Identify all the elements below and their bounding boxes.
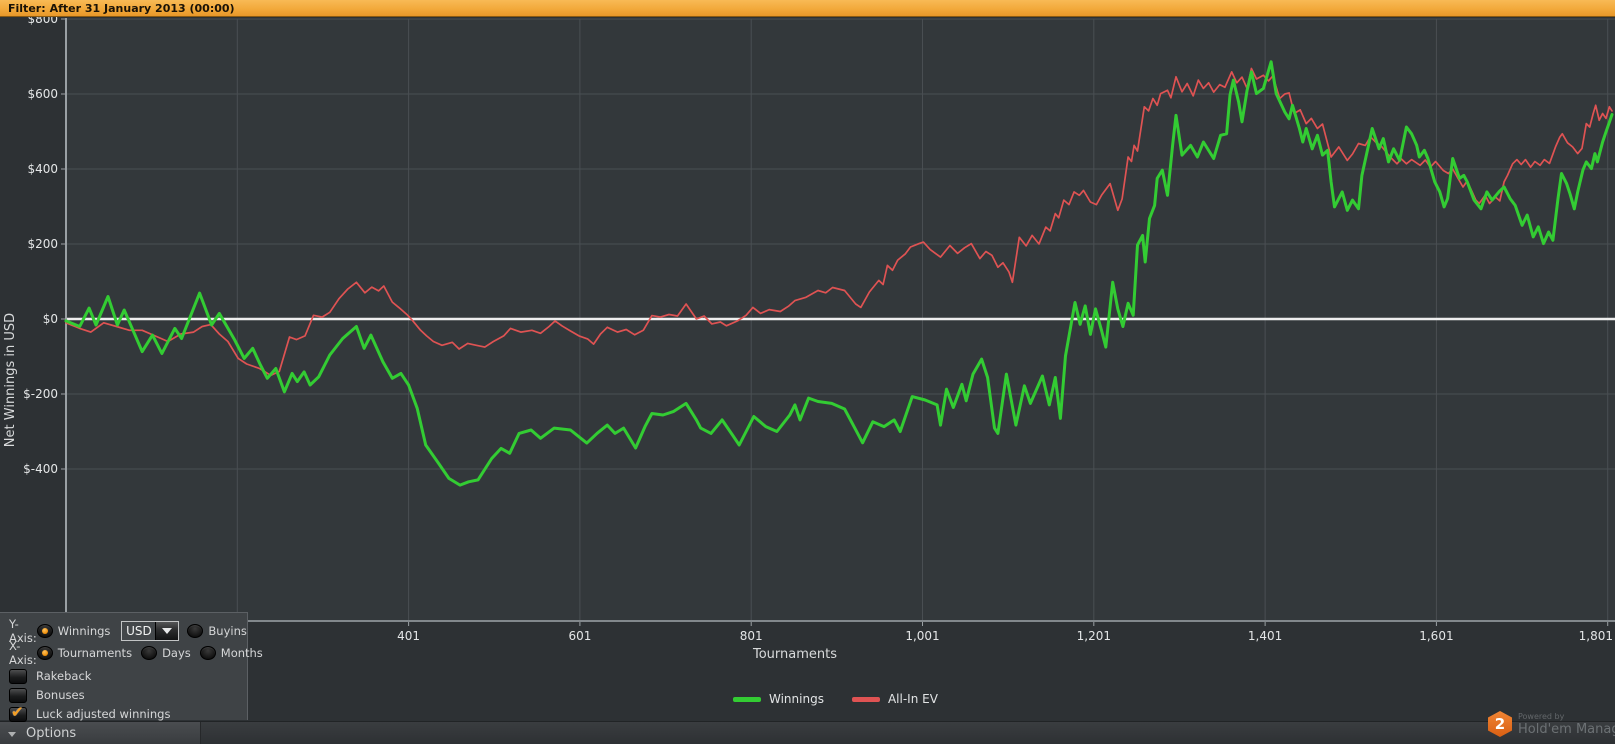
luck-adjusted-checkbox[interactable]	[9, 703, 27, 722]
legend-item-winnings: Winnings	[733, 692, 824, 706]
bonuses-row: Bonuses	[9, 687, 247, 703]
y-axis-title: Net Winnings in USD	[3, 313, 18, 447]
holdem-manager-brand: 2 Powered by Hold'em Manager	[1488, 711, 1615, 737]
bonuses-checkbox[interactable]	[9, 687, 27, 703]
y-axis-buyins-label: Buyins	[208, 624, 247, 638]
rakeback-label: Rakeback	[36, 669, 92, 683]
y-tick-label: $-400	[23, 462, 58, 476]
y-axis-label: Y-Axis:	[9, 617, 37, 645]
x-axis-label: X-Axis:	[9, 639, 37, 667]
filter-value: After 31 January 2013 (00:00)	[49, 1, 235, 15]
allin-ev-line	[65, 67, 1613, 377]
rakeback-checkbox[interactable]	[9, 668, 27, 684]
y-axis-winnings-radio[interactable]	[36, 624, 53, 638]
y-tick-label: $600	[27, 87, 58, 101]
x-tick-label: 1,401	[1248, 629, 1282, 643]
x-axis-months-label: Months	[220, 646, 263, 660]
x-axis-months-radio[interactable]	[199, 646, 216, 660]
options-button-label: Options	[26, 725, 77, 741]
luck-adjusted-row: Luck adjusted winnings	[9, 703, 247, 722]
bottom-bar: Options	[0, 721, 1615, 744]
legend-winnings-label: Winnings	[769, 692, 824, 706]
x-tick-label: 1,201	[1077, 629, 1111, 643]
legend-item-allin-ev: All-In EV	[851, 692, 938, 706]
x-tick-label: 1,001	[905, 629, 939, 643]
y-tick-label: $800	[27, 17, 58, 26]
currency-value: USD	[126, 624, 152, 638]
y-axis-buyins-radio[interactable]	[187, 624, 204, 638]
filter-bar: Filter: After 31 January 2013 (00:00)	[0, 0, 1615, 17]
powered-by-text: Powered by	[1518, 711, 1565, 721]
x-axis-tournaments-radio[interactable]	[36, 646, 53, 660]
x-tick-label: 1,601	[1419, 629, 1453, 643]
currency-dropdown-button[interactable]	[155, 622, 179, 640]
currency-dropdown[interactable]: USD	[121, 621, 180, 641]
x-axis-days-radio[interactable]	[141, 646, 158, 660]
options-button[interactable]: Options	[0, 722, 201, 744]
chevron-down-icon	[8, 731, 16, 737]
x-axis-days-label: Days	[162, 646, 191, 660]
x-axis-title: Tournaments	[752, 647, 837, 662]
y-tick-label: $400	[27, 162, 58, 176]
bonuses-label: Bonuses	[36, 688, 85, 702]
x-tick-label: 801	[740, 629, 763, 643]
filter-label: Filter:	[8, 1, 46, 15]
y-tick-label: $200	[27, 237, 58, 251]
y-axis-row: Y-Axis: Winnings USD Buyins	[9, 617, 247, 645]
x-tick-label: 601	[568, 629, 591, 643]
legend-allin-ev-label: All-In EV	[887, 692, 938, 706]
chart-legend: Winnings All-In EV	[733, 692, 938, 706]
x-tick-label: 401	[397, 629, 420, 643]
y-axis-winnings-label: Winnings	[57, 624, 111, 638]
allin-ev-swatch	[851, 696, 880, 702]
x-axis-row: X-Axis: Tournaments Days Months	[9, 639, 263, 667]
y-tick-label: $-200	[23, 387, 58, 401]
winnings-graph: $800 $600 $400 $200 $0 $-200 $-400 401 601 801 1,0…	[3, 17, 1615, 662]
winnings-line	[64, 60, 1614, 487]
rakeback-row: Rakeback	[9, 668, 247, 684]
winnings-swatch	[733, 696, 761, 702]
hm2-logo: 2	[1488, 711, 1512, 737]
chevron-down-icon	[162, 628, 173, 634]
graph-options-panel: Y-Axis: Winnings USD Buyins X-Axis: Tour…	[0, 612, 263, 722]
luck-adjusted-label: Luck adjusted winnings	[36, 707, 171, 721]
x-axis-tournaments-label: Tournaments	[57, 646, 133, 660]
y-tick-label: $0	[43, 312, 58, 326]
x-tick-label: 1,801	[1579, 629, 1613, 643]
app-name-text: Hold'em Manager	[1518, 721, 1615, 737]
